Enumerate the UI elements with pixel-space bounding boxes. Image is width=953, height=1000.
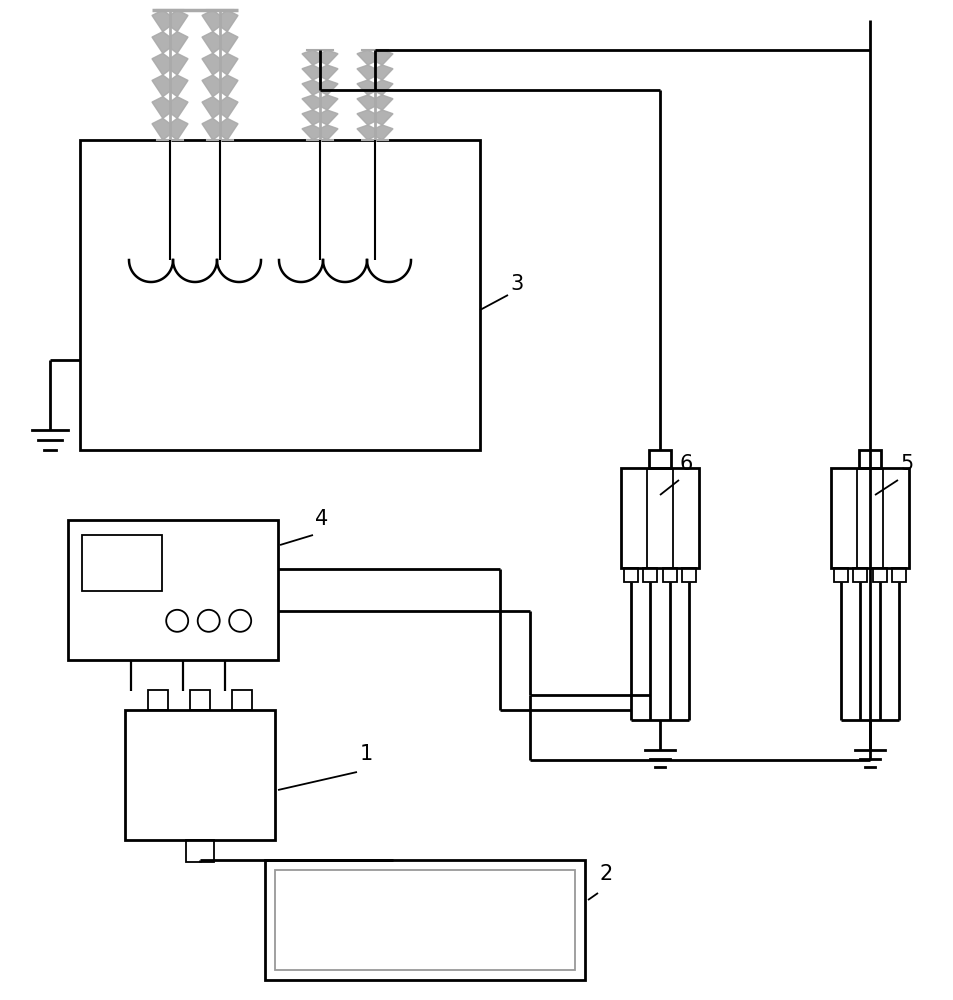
Polygon shape — [202, 53, 237, 75]
Polygon shape — [356, 80, 393, 95]
Polygon shape — [356, 95, 393, 110]
Polygon shape — [202, 97, 237, 118]
Polygon shape — [302, 80, 337, 95]
Bar — [833, 568, 847, 582]
Bar — [872, 568, 886, 582]
Polygon shape — [302, 110, 337, 125]
Polygon shape — [356, 65, 393, 80]
Polygon shape — [302, 125, 337, 140]
Bar — [858, 450, 880, 468]
Polygon shape — [152, 97, 188, 118]
Polygon shape — [302, 95, 337, 110]
Bar — [891, 568, 905, 582]
Bar — [662, 568, 676, 582]
Polygon shape — [152, 32, 188, 53]
Bar — [68, 520, 277, 660]
Text: 6: 6 — [679, 454, 693, 474]
Polygon shape — [152, 75, 188, 97]
Bar — [148, 690, 168, 710]
Bar — [125, 710, 274, 840]
Polygon shape — [152, 118, 188, 140]
Polygon shape — [302, 50, 337, 65]
Text: 4: 4 — [314, 509, 328, 529]
Polygon shape — [356, 50, 393, 65]
Bar — [642, 568, 657, 582]
Polygon shape — [152, 10, 188, 32]
Polygon shape — [202, 75, 237, 97]
Polygon shape — [356, 110, 393, 125]
Bar — [830, 468, 908, 568]
Polygon shape — [202, 32, 237, 53]
Bar — [265, 860, 584, 980]
Polygon shape — [302, 65, 337, 80]
Bar — [232, 690, 252, 710]
Text: 2: 2 — [599, 864, 613, 884]
Bar — [623, 568, 638, 582]
Bar — [274, 870, 575, 970]
Bar — [852, 568, 866, 582]
Bar — [190, 690, 210, 710]
Text: 3: 3 — [510, 274, 522, 294]
Text: 1: 1 — [359, 744, 373, 764]
Text: 5: 5 — [899, 454, 912, 474]
Bar — [648, 450, 670, 468]
Polygon shape — [202, 10, 237, 32]
Polygon shape — [152, 53, 188, 75]
Bar — [82, 535, 162, 591]
Polygon shape — [356, 125, 393, 140]
Bar — [620, 468, 699, 568]
Bar — [80, 140, 479, 450]
Bar — [681, 568, 696, 582]
Bar — [186, 840, 213, 862]
Polygon shape — [202, 118, 237, 140]
